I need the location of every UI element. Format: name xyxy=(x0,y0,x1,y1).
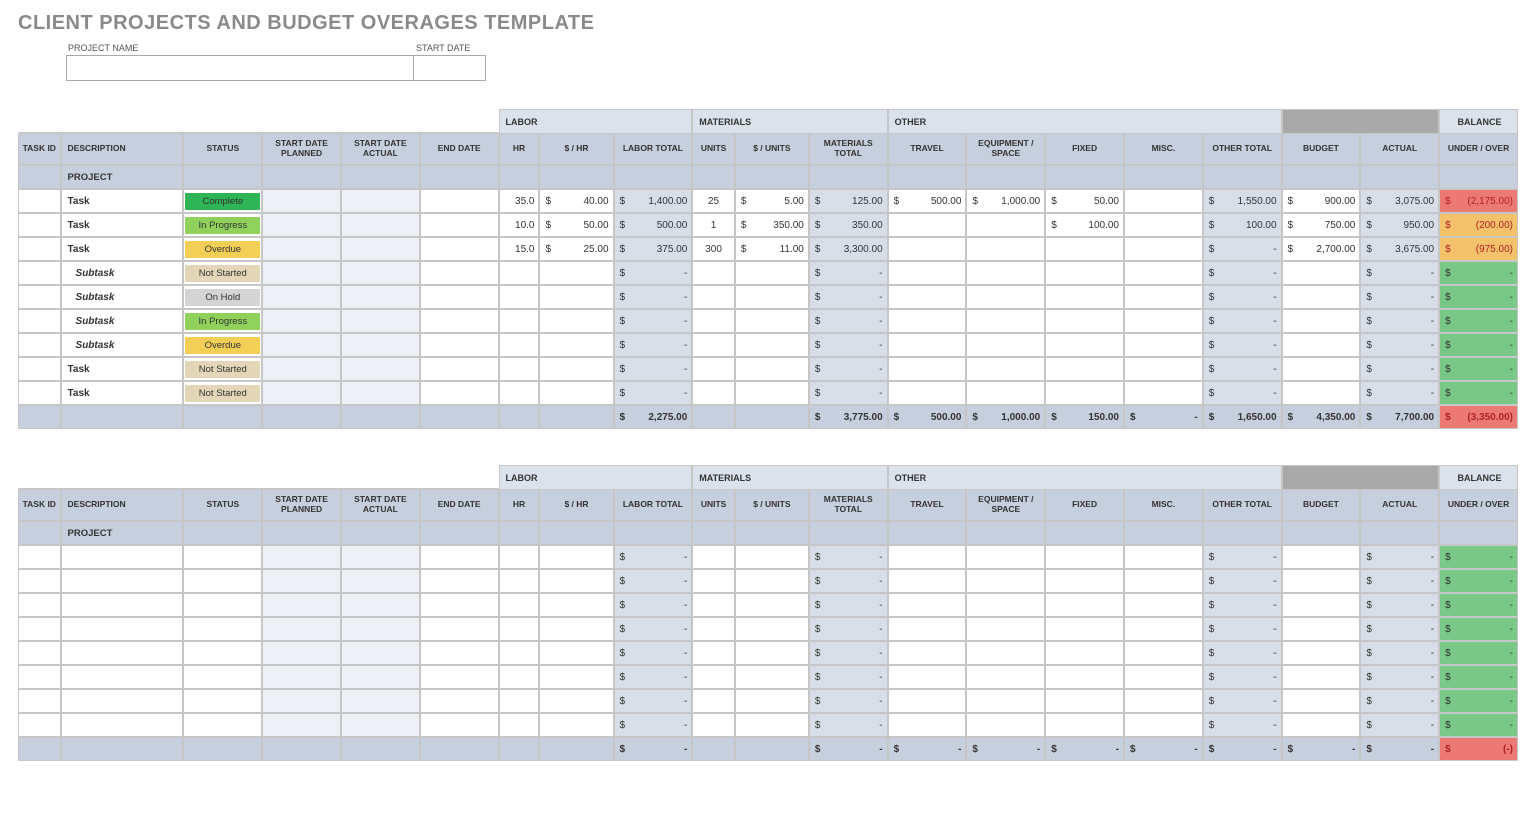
totals-row: $- $- $- $- $- $- $- $- $- $- xyxy=(18,737,1518,761)
table-row[interactable]: Subtask In Progress $- $- $- $- $- xyxy=(18,309,1518,333)
table-row[interactable]: $- $- $- $- $- xyxy=(18,545,1518,569)
table-row[interactable]: $- $- $- $- $- xyxy=(18,665,1518,689)
table-row[interactable]: $- $- $- $- $- xyxy=(18,617,1518,641)
budget-table: LABOR MATERIALS OTHER BALANCE TASK IDDES… xyxy=(18,465,1518,761)
table-row[interactable]: Subtask Overdue $- $- $- $- $- xyxy=(18,333,1518,357)
table-row[interactable]: $- $- $- $- $- xyxy=(18,569,1518,593)
table-row[interactable]: $- $- $- $- $- xyxy=(18,689,1518,713)
start-date-label: START DATE xyxy=(414,43,486,53)
table-row[interactable]: Task Not Started $- $- $- $- $- xyxy=(18,381,1518,405)
project-name-input[interactable] xyxy=(66,55,414,81)
table-row[interactable]: Subtask Not Started $- $- $- $- $- xyxy=(18,261,1518,285)
table-row[interactable]: Subtask On Hold $- $- $- $- $- xyxy=(18,285,1518,309)
table-row[interactable]: $- $- $- $- $- xyxy=(18,593,1518,617)
budget-table: LABOR MATERIALS OTHER BALANCE TASK IDDES… xyxy=(18,109,1518,429)
totals-row: $2,275.00 $3,775.00 $500.00 $1,000.00 $1… xyxy=(18,405,1518,429)
project-name-label: PROJECT NAME xyxy=(66,43,414,53)
start-date-input[interactable] xyxy=(414,55,486,81)
meta-row: PROJECT NAME START DATE xyxy=(66,43,1518,81)
table-row[interactable]: Task Not Started $- $- $- $- $- xyxy=(18,357,1518,381)
table-row[interactable]: Task Complete 35.0 $40.00 $1,400.00 25 $… xyxy=(18,189,1518,213)
table-row[interactable]: Task Overdue 15.0 $25.00 $375.00 300 $11… xyxy=(18,237,1518,261)
table-row[interactable]: Task In Progress 10.0 $50.00 $500.00 1 $… xyxy=(18,213,1518,237)
page-title: CLIENT PROJECTS AND BUDGET OVERAGES TEMP… xyxy=(18,12,1518,35)
table-row[interactable]: $- $- $- $- $- xyxy=(18,641,1518,665)
table-row[interactable]: $- $- $- $- $- xyxy=(18,713,1518,737)
